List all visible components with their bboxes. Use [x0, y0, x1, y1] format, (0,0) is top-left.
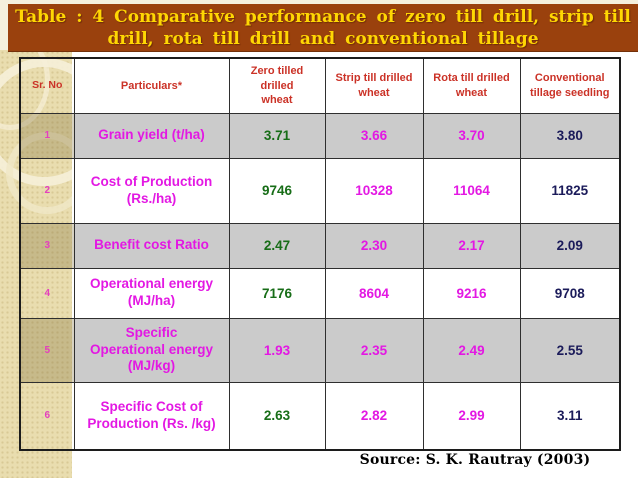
particulars-cell: Operational energy (MJ/ha)	[73, 267, 230, 319]
value-cell: 3.71	[228, 112, 326, 159]
value-cell: 10328	[324, 157, 424, 224]
value-cell: 3.66	[324, 112, 424, 159]
particulars-cell: Cost of Production (Rs./ha)	[73, 157, 230, 224]
value-cell: 2.09	[519, 222, 621, 269]
value-cell: 9708	[519, 267, 621, 319]
source-note: Source: S. K. Rautray (2003)	[359, 452, 591, 468]
header-cell: Zero tilled drilled wheat	[228, 57, 326, 114]
particulars-cell: Benefit cost Ratio	[73, 222, 230, 269]
comparison-table: Sr. No Particulars* Zero tilled drilled wh…	[19, 57, 621, 451]
value-cell: 2.55	[519, 317, 621, 383]
sr-no-cell: 5	[19, 317, 75, 383]
value-cell: 2.82	[324, 381, 424, 451]
particulars-cell: Specific Operational energy (MJ/kg)	[73, 317, 230, 383]
particulars-cell: Grain yield (t/ha)	[73, 112, 230, 159]
table-row: 2 Cost of Production (Rs./ha) 9746 10328 110…	[19, 157, 621, 224]
value-cell: 8604	[324, 267, 424, 319]
slide-title: Table : 4 Comparative performance of zer…	[15, 6, 631, 49]
value-cell: 1.93	[228, 317, 326, 383]
value-cell: 11825	[519, 157, 621, 224]
header-row: Sr. No Particulars* Zero tilled drilled wh…	[19, 57, 621, 114]
value-cell: 2.49	[422, 317, 521, 383]
value-cell: 2.63	[228, 381, 326, 451]
value-cell: 3.11	[519, 381, 621, 451]
value-cell: 2.47	[228, 222, 326, 269]
sr-no-cell: 6	[19, 381, 75, 451]
value-cell: 9746	[228, 157, 326, 224]
header-cell: Rota till drilled wheat	[422, 57, 521, 114]
value-cell: 2.35	[324, 317, 424, 383]
sr-no-cell: 1	[19, 112, 75, 159]
header-cell: Sr. No	[19, 57, 75, 114]
value-cell: 2.99	[422, 381, 521, 451]
header-cell: Particulars*	[73, 57, 230, 114]
value-cell: 11064	[422, 157, 521, 224]
table-row: 6 Specific Cost of Production (Rs. /kg) 2.…	[19, 381, 621, 451]
header-cell: Strip till drilled wheat	[324, 57, 424, 114]
table-row: 4 Operational energy (MJ/ha) 7176 8604 9216 9…	[19, 267, 621, 319]
particulars-cell: Specific Cost of Production (Rs. /kg)	[73, 381, 230, 451]
value-cell: 2.30	[324, 222, 424, 269]
value-cell: 3.80	[519, 112, 621, 159]
sr-no-cell: 3	[19, 222, 75, 269]
value-cell: 9216	[422, 267, 521, 319]
slide-title-bar: Table : 4 Comparative performance of zer…	[8, 4, 638, 52]
value-cell: 3.70	[422, 112, 521, 159]
header-cell: Conventional tillage seedling	[519, 57, 621, 114]
table-row: 3 Benefit cost Ratio 2.47 2.30 2.17 2.09	[19, 222, 621, 269]
sr-no-cell: 4	[19, 267, 75, 319]
value-cell: 2.17	[422, 222, 521, 269]
table-row: 1 Grain yield (t/ha) 3.71 3.66 3.70 3.80	[19, 112, 621, 159]
value-cell: 7176	[228, 267, 326, 319]
sr-no-cell: 2	[19, 157, 75, 224]
table-row: 5 Specific Operational energy (MJ/kg) 1.93…	[19, 317, 621, 383]
